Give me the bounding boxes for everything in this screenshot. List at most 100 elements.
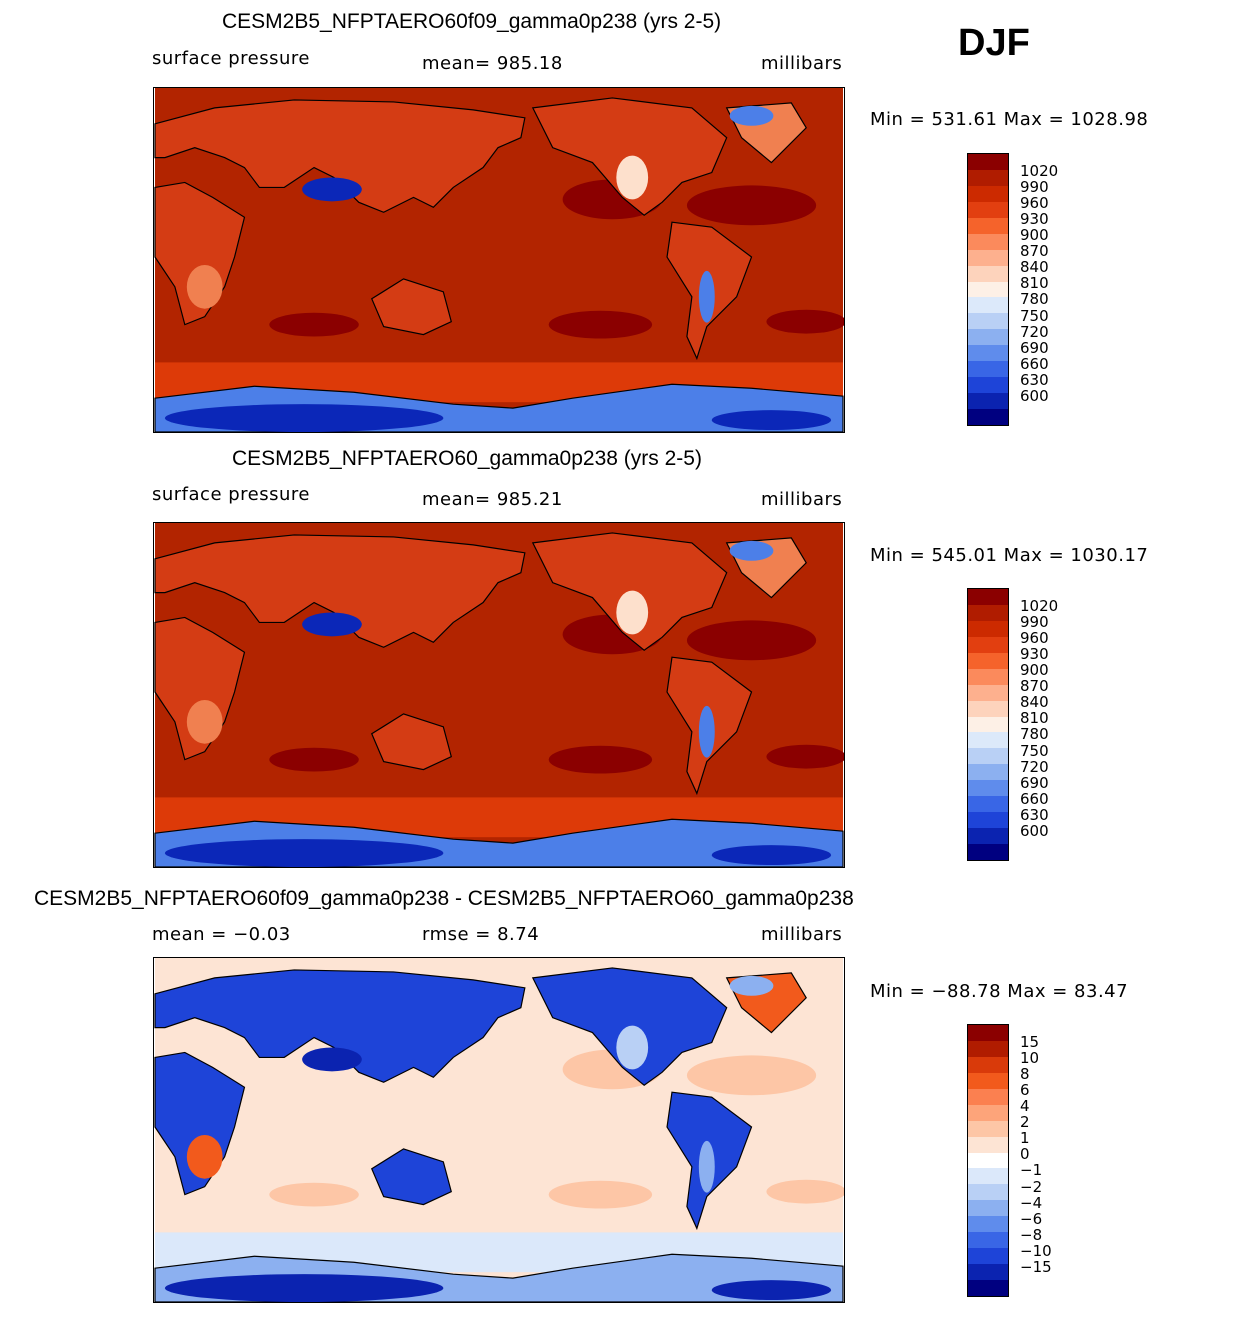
colorbar-segment: [968, 1280, 1008, 1297]
colorbar-label: 630: [1020, 370, 1049, 389]
colorbar-segment: [968, 1248, 1008, 1265]
panel-1-title: CESM2B5_NFPTAERO60f09_gamma0p238 (yrs 2-…: [222, 10, 722, 33]
andes-region: [698, 1140, 715, 1193]
southern-africa-region: [186, 1134, 223, 1179]
colorbar-segment: [968, 700, 1008, 718]
greenland-ice-region: [729, 105, 774, 126]
colorbar-label: −4: [1020, 1193, 1043, 1212]
colorbar-segment: [968, 217, 1008, 235]
greenland-ice-region: [729, 540, 774, 561]
colorbar-label: 750: [1020, 741, 1049, 760]
colorbar-segment: [968, 604, 1008, 622]
colorbar-label: 870: [1020, 242, 1049, 261]
colorbar-label: 780: [1020, 290, 1049, 309]
colorbar-label: −8: [1020, 1225, 1043, 1244]
colorbar-label: 780: [1020, 725, 1049, 744]
australia-landmass: [370, 278, 452, 336]
panel-3-rmse: rmse = 8.74: [422, 924, 540, 945]
tibetan-plateau-region: [302, 1047, 362, 1072]
colorbar-segment: [968, 1088, 1008, 1106]
rocky-mountains-region: [616, 590, 649, 635]
antarctic-plateau-region: [164, 404, 444, 432]
colorbar-label: 600: [1020, 821, 1049, 840]
colorbar-label: 10: [1020, 1049, 1040, 1068]
colorbar-segment: [968, 1104, 1008, 1122]
tibetan-plateau-region: [302, 177, 362, 202]
panel-1-units: millibars: [761, 53, 843, 74]
colorbar-segment: [968, 281, 1008, 298]
panel-2-map: [153, 522, 845, 868]
panel-3-minmax: Min = −88.78 Max = 83.47: [870, 981, 1129, 1002]
panel-3-title: CESM2B5_NFPTAERO60f09_gamma0p238 - CESM2…: [34, 887, 854, 910]
panel-1-colorbar: [967, 153, 1009, 426]
colorbar-segment: [968, 201, 1008, 219]
high-pressure-cell: [269, 1182, 359, 1207]
high-pressure-cell: [766, 309, 844, 334]
colorbar-label: 720: [1020, 757, 1049, 776]
colorbar-segment: [968, 828, 1008, 845]
panel-1-minmax: Min = 531.61 Max = 1028.98: [870, 109, 1149, 130]
colorbar-segment: [968, 636, 1008, 654]
panel-2-units: millibars: [761, 489, 843, 510]
colorbar-label: 0: [1020, 1145, 1030, 1164]
antarctic-plateau-region: [164, 839, 444, 867]
andes-region: [698, 705, 715, 758]
colorbar-segment: [968, 1025, 1008, 1042]
colorbar-segment: [968, 1152, 1008, 1169]
colorbar-segment: [968, 1072, 1008, 1090]
panel-3-colorbar: [967, 1024, 1009, 1297]
colorbar-segment: [968, 620, 1008, 638]
colorbar-segment: [968, 812, 1008, 829]
tibetan-plateau-region: [302, 612, 362, 637]
colorbar-label: −6: [1020, 1209, 1043, 1228]
panel-1-mean: mean= 985.18: [422, 53, 563, 74]
colorbar-segment: [968, 844, 1008, 861]
high-pressure-cell: [548, 310, 653, 339]
eurasia-landmass: [154, 534, 526, 648]
colorbar-segment: [968, 589, 1008, 606]
colorbar-segment: [968, 313, 1008, 330]
antarctic-plateau-region: [164, 1274, 444, 1302]
panel-2-title: CESM2B5_NFPTAERO60_gamma0p238 (yrs 2-5): [232, 447, 702, 470]
panel-1-map: [153, 87, 845, 433]
colorbar-label: 690: [1020, 338, 1049, 357]
colorbar-label: 900: [1020, 661, 1049, 680]
colorbar-segment: [968, 393, 1008, 410]
high-pressure-cell: [548, 1180, 653, 1209]
colorbar-label: 990: [1020, 178, 1049, 197]
colorbar-segment: [968, 154, 1008, 171]
colorbar-segment: [968, 1056, 1008, 1074]
high-pressure-cell: [686, 620, 817, 661]
colorbar-label: 930: [1020, 210, 1049, 229]
panel-2-minmax: Min = 545.01 Max = 1030.17: [870, 545, 1149, 566]
colorbar-label: 15: [1020, 1033, 1040, 1051]
high-pressure-cell: [766, 744, 844, 769]
colorbar-label: 600: [1020, 386, 1049, 405]
colorbar-segment: [968, 1120, 1008, 1138]
high-pressure-cell: [686, 185, 817, 226]
colorbar-label: 750: [1020, 306, 1049, 325]
colorbar-label: 720: [1020, 322, 1049, 341]
colorbar-label: 660: [1020, 354, 1049, 373]
colorbar-segment: [968, 361, 1008, 378]
eurasia-landmass: [154, 969, 526, 1083]
colorbar-segment: [968, 265, 1008, 283]
colorbar-segment: [968, 1200, 1008, 1217]
colorbar-label: 4: [1020, 1097, 1030, 1116]
colorbar-label: −15: [1020, 1257, 1052, 1276]
colorbar-label: 1020: [1020, 162, 1059, 180]
colorbar-segment: [968, 345, 1008, 362]
colorbar-segment: [968, 732, 1008, 749]
andes-region: [698, 270, 715, 323]
colorbar-label: 840: [1020, 258, 1049, 277]
rocky-mountains-region: [616, 155, 649, 200]
colorbar-segment: [968, 1264, 1008, 1281]
colorbar-label: 660: [1020, 789, 1049, 808]
colorbar-label: 8: [1020, 1065, 1030, 1084]
high-pressure-cell: [548, 745, 653, 774]
colorbar-label: 930: [1020, 645, 1049, 664]
colorbar-segment: [968, 780, 1008, 797]
high-pressure-cell: [686, 1055, 817, 1096]
panel-3-units: millibars: [761, 924, 843, 945]
colorbar-segment: [968, 1040, 1008, 1058]
